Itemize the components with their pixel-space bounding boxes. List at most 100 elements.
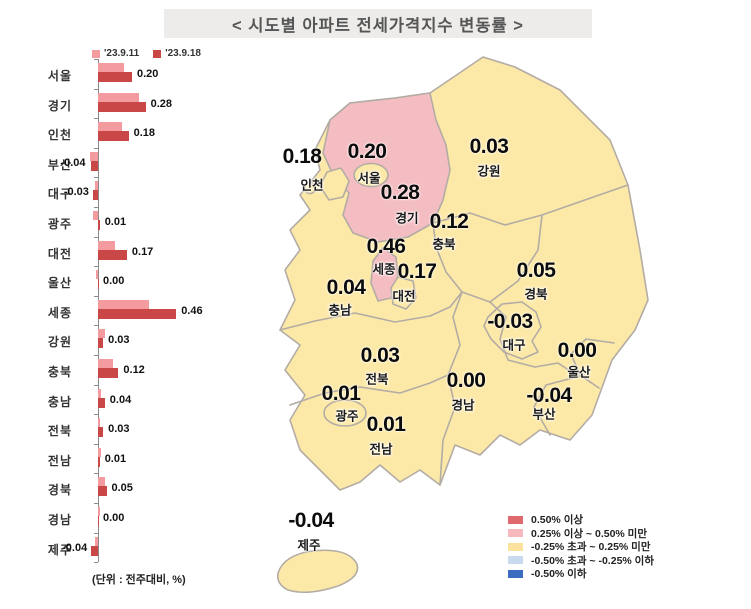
bar-segment (98, 63, 124, 72)
map-value-seoul: 0.20 (347, 140, 387, 163)
bar-row-울산: 울산 0.00 (20, 266, 250, 296)
map-name-gyeonggi: 경기 (395, 211, 419, 226)
map-region-daegu-border (483, 301, 542, 360)
bar-value-label: 0.03 (108, 334, 130, 347)
map-name-ulsan: 울산 (567, 365, 591, 380)
map-name-jeonbuk: 전북 (365, 372, 389, 387)
legend-item: 0.25% 이상 ~ 0.50% 미만 (508, 527, 654, 541)
map-value-sejong: 0.46 (366, 235, 406, 258)
bar-segment (98, 507, 100, 516)
series-legend-item: '23.9.18 (153, 48, 201, 59)
bar-value-label: 0.05 (111, 482, 133, 495)
bar-value-label: 0.18 (133, 127, 156, 140)
map-name-daegu: 대구 (502, 338, 526, 353)
map-region-jeonbuk-east-border (439, 291, 463, 486)
bar-segment (98, 92, 139, 102)
series-label: '23.9.11 (104, 48, 140, 59)
bar-value-label: 0.20 (137, 68, 159, 80)
bar-category-label: 광주 (47, 217, 72, 231)
bar-value-label: 0.28 (150, 97, 173, 110)
axis-tick (94, 147, 98, 149)
bar-value-label: 0.04 (109, 393, 132, 406)
bar-value-label: 0.12 (123, 364, 145, 376)
axis-tick (94, 88, 98, 90)
map-region-chungnam-south-border (279, 291, 463, 331)
axis-tick (94, 532, 98, 534)
bar-row-전북: 전북 0.03 (20, 414, 250, 444)
map-region-gangwon-south-border (432, 184, 629, 226)
axis-tick (94, 503, 98, 504)
bar-row-경북: 경북 0.05 (20, 473, 250, 503)
map-name-sejong: 세종 (372, 262, 396, 277)
color-legend: 0.50% 이상 0.25% 이상 ~ 0.50% 미만 -0.25% 초과 ~ 0… (508, 513, 654, 581)
map-region-seoul (353, 162, 389, 188)
bar-segment (98, 279, 99, 290)
bar-segment (98, 72, 132, 82)
bar-row-대전: 대전 0.17 (20, 237, 250, 267)
map-value-gyeongbuk: 0.05 (516, 259, 556, 282)
series-legend: '23.9.11 '23.9.18 (92, 48, 201, 59)
bar-category-label: 충북 (47, 365, 72, 379)
map-name-jeonnam: 전남 (369, 442, 393, 457)
map-value-jeju: -0.04 (288, 509, 334, 532)
bar-row-광주: 광주 0.01 (20, 207, 250, 237)
bar-category-label: 서울 (47, 69, 72, 83)
map-name-gangwon: 강원 (477, 164, 501, 179)
map-value-chungbuk: 0.12 (429, 210, 469, 233)
bar-segment (98, 101, 146, 112)
map-value-daejeon: 0.17 (397, 260, 437, 283)
map-region-daejeon (390, 276, 417, 310)
legend-label: 0.50% 이상 (531, 514, 584, 527)
legend-label: -0.50% 이하 (531, 568, 587, 581)
series-label: '23.9.18 (165, 48, 201, 59)
bar-segment (98, 249, 127, 260)
bar-category-label: 전북 (47, 424, 72, 439)
map-value-jeonnam: 0.01 (366, 413, 406, 436)
map-name-chungnam: 충남 (328, 303, 352, 318)
map-value-gwangju: 0.01 (321, 382, 361, 405)
bar-segment (98, 427, 104, 438)
map-region-incheon (319, 167, 350, 201)
legend-label: -0.25% 초과 ~ 0.25% 미만 (531, 541, 651, 554)
bar-row-경남: 경남 0.00 (20, 503, 250, 533)
map-value-ulsan: 0.00 (557, 339, 597, 362)
bar-segment (89, 151, 98, 161)
bar-segment (98, 220, 100, 230)
map-value-busan: -0.04 (526, 384, 572, 407)
bar-category-label: 울산 (47, 276, 72, 291)
legend-item: 0.50% 이상 (508, 513, 654, 527)
map-region-jeju (276, 549, 359, 594)
bar-category-label: 충남 (47, 394, 72, 409)
bar-segment (98, 447, 102, 457)
legend-label: -0.50% 초과 ~ -0.25% 이하 (531, 554, 654, 567)
bar-segment (98, 368, 119, 378)
bar-row-강원: 강원 0.03 (20, 325, 250, 355)
bar-segment (98, 359, 114, 368)
bar-category-label: 부산 (47, 157, 72, 172)
bar-segment (98, 388, 102, 398)
bar-value-label: -0.04 (62, 541, 88, 554)
map-region-busan-border (533, 374, 585, 436)
map-name-gyeongbuk: 경북 (524, 287, 548, 302)
legend-item: -0.25% 초과 ~ 0.25% 미만 (508, 540, 654, 554)
map-value-jeonbuk: 0.03 (360, 344, 400, 367)
bar-segment (94, 536, 98, 546)
bar-row-인천: 인천 0.18 (20, 118, 250, 148)
axis-tick (94, 295, 98, 297)
map-value-gyeongnam: 0.00 (446, 369, 486, 392)
map-value-gangwon: 0.03 (469, 135, 509, 158)
bar-category-label: 대구 (47, 187, 72, 202)
axis-tick (94, 266, 98, 268)
map-value-daegu: -0.03 (487, 310, 533, 333)
bar-category-label: 경북 (47, 483, 72, 498)
map-name-gyeongnam: 경남 (451, 398, 475, 413)
bar-segment (98, 418, 100, 428)
bar-segment (98, 397, 105, 408)
map-name-busan: 부산 (532, 407, 556, 422)
map-value-incheon: 0.18 (282, 145, 322, 168)
bar-segment (98, 308, 177, 319)
bar-value-label: 0.03 (108, 423, 130, 436)
axis-tick (94, 355, 98, 356)
bar-row-서울: 서울 0.20 (20, 59, 250, 89)
